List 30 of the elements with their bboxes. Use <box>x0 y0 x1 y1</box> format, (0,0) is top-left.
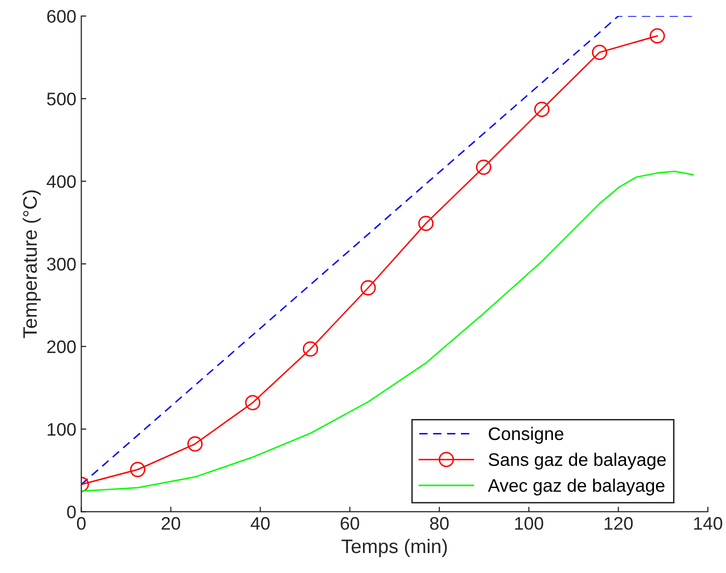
point <box>130 462 146 478</box>
x-tick-label: 140 <box>694 517 722 530</box>
y-tick-label: 200 <box>47 340 76 354</box>
legend-label: Sans gaz de balayage <box>488 452 666 470</box>
y-tick-label: 600 <box>47 10 76 23</box>
point <box>650 28 665 44</box>
point <box>534 102 550 118</box>
x-tick-label: 80 <box>430 517 449 530</box>
legend-label: Avec gaz de balayage <box>488 478 664 496</box>
point <box>302 341 318 357</box>
x-tick-label: 100 <box>515 517 544 530</box>
y-tick-label: 300 <box>47 258 76 271</box>
point <box>476 160 492 175</box>
point <box>418 216 434 232</box>
x-tick-label: 120 <box>604 517 633 530</box>
y-axis-title: Temperature (°C) <box>22 190 41 338</box>
x-tick-label: 0 <box>76 517 86 530</box>
y-tick-label: 0 <box>67 506 76 518</box>
y-tick-label: 400 <box>46 175 76 188</box>
point <box>592 44 608 60</box>
legend-label: Consigne <box>488 426 564 444</box>
x-tick-label: 20 <box>162 517 180 530</box>
y-tick-label: 100 <box>48 423 76 436</box>
point <box>187 436 203 452</box>
x-axis-title: Temps (min) <box>342 538 447 558</box>
point <box>360 280 376 296</box>
x-tick-label: 40 <box>250 517 270 530</box>
point <box>245 395 260 410</box>
y-tick-label: 500 <box>47 92 76 106</box>
x-tick-label: 60 <box>340 517 360 530</box>
